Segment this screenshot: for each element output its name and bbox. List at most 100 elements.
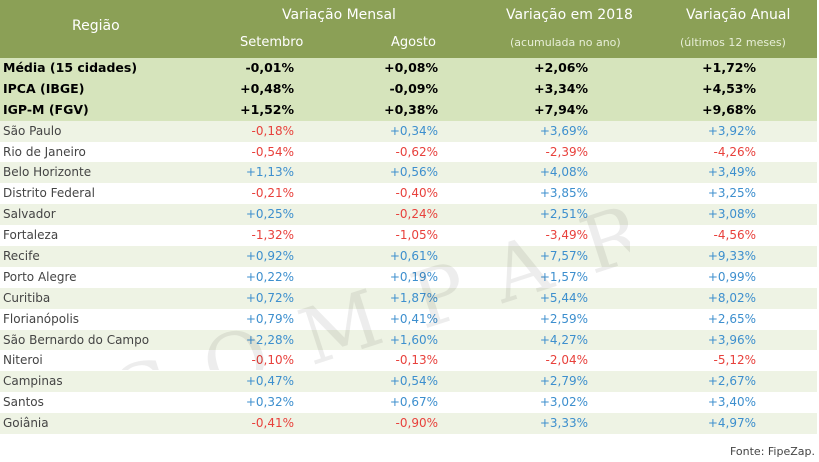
- anual-value: +2,65%: [707, 311, 756, 326]
- table-row: Florianópolis +0,79% +0,41% +2,59% +2,65%: [0, 308, 817, 330]
- region-name: Média (15 cidades): [3, 60, 138, 75]
- anual-value: -4,56%: [713, 228, 756, 243]
- ano-2018-value: -3,49%: [545, 228, 588, 243]
- table-row: São Bernardo do Campo +2,28% +1,60% +4,27% +…: [0, 329, 817, 351]
- table-row: Belo Horizonte +1,13% +0,56% +4,08% +3,49%: [0, 162, 817, 184]
- table-row: Curitiba +0,72% +1,87% +5,44% +8,02%: [0, 287, 817, 309]
- region-name: Distrito Federal: [3, 186, 95, 201]
- ano-2018-value: +4,08%: [539, 165, 588, 180]
- ano-2018-value: +1,57%: [539, 269, 588, 284]
- region-name: Florianópolis: [3, 311, 80, 326]
- header-ultimos-12-meses: (últimos 12 meses): [680, 36, 786, 49]
- header-variacao-2018: Variação em 2018: [506, 7, 633, 23]
- table-row: IPCA (IBGE) +0,48% -0,09% +3,34% +4,53%: [0, 78, 817, 100]
- ano-2018-value: +3,33%: [539, 416, 588, 431]
- region-name: Niteroi: [3, 353, 43, 368]
- agosto-value: -0,24%: [395, 207, 438, 222]
- ano-2018-value: +2,59%: [539, 311, 588, 326]
- header-agosto: Agosto: [391, 35, 436, 50]
- region-name: Recife: [3, 249, 40, 264]
- table-row: Campinas +0,47% +0,54% +2,79% +2,67%: [0, 371, 817, 393]
- agosto-value: +1,87%: [389, 290, 438, 305]
- table-header: Região Variação Mensal Setembro Agosto V…: [0, 0, 817, 58]
- region-name: Santos: [3, 395, 44, 410]
- anual-value: +3,49%: [707, 165, 756, 180]
- setembro-value: -0,54%: [251, 144, 294, 159]
- table-row: Rio de Janeiro -0,54% -0,62% -2,39% -4,26%: [0, 141, 817, 163]
- setembro-value: +0,25%: [245, 207, 294, 222]
- header-acumulada-no-ano: (acumulada no ano): [510, 36, 621, 49]
- header-variacao-mensal: Variação Mensal: [282, 7, 396, 23]
- setembro-value: -0,10%: [251, 353, 294, 368]
- anual-value: +3,96%: [707, 332, 756, 347]
- agosto-value: +0,08%: [384, 60, 438, 75]
- region-name: Curitiba: [3, 290, 51, 305]
- agosto-value: +0,38%: [384, 101, 438, 117]
- table-row: Fortaleza -1,32% -1,05% -3,49% -4,56%: [0, 225, 817, 247]
- anual-value: +9,68%: [702, 101, 756, 117]
- header-variacao-anual: Variação Anual: [686, 7, 791, 23]
- ano-2018-value: +2,51%: [539, 207, 588, 222]
- agosto-value: +0,41%: [389, 311, 438, 326]
- price-variation-table: Região Variação Mensal Setembro Agosto V…: [0, 0, 817, 435]
- ano-2018-value: +2,79%: [539, 374, 588, 389]
- table-row: Recife +0,92% +0,61% +7,57% +9,33%: [0, 246, 817, 267]
- header-setembro: Setembro: [240, 35, 304, 50]
- source-note: Fonte: FipeZap.: [729, 445, 815, 458]
- agosto-value: +0,56%: [389, 165, 438, 180]
- ano-2018-value: -2,39%: [545, 144, 588, 159]
- setembro-value: +1,13%: [245, 165, 294, 180]
- agosto-value: +0,34%: [389, 123, 438, 138]
- anual-value: +0,99%: [707, 269, 756, 284]
- setembro-value: +1,52%: [240, 101, 294, 117]
- setembro-value: -0,18%: [251, 123, 294, 138]
- region-name: Salvador: [3, 207, 56, 222]
- table-row: Santos +0,32% +0,67% +3,02% +3,40%: [0, 392, 817, 414]
- table-row: Distrito Federal -0,21% -0,40% +3,85% +3,25%: [0, 183, 817, 205]
- setembro-value: +0,32%: [245, 395, 294, 410]
- anual-value: +3,25%: [707, 186, 756, 201]
- region-name: IPCA (IBGE): [3, 80, 85, 96]
- region-name: Belo Horizonte: [3, 165, 92, 180]
- table-row: Goiânia -0,41% -0,90% +3,33% +4,97%: [0, 413, 817, 435]
- header-regiao: Região: [72, 18, 120, 34]
- agosto-value: +0,54%: [389, 374, 438, 389]
- agosto-value: -0,40%: [395, 186, 438, 201]
- agosto-value: +0,19%: [389, 269, 438, 284]
- region-name: IGP-M (FGV): [3, 101, 89, 117]
- agosto-value: -0,09%: [389, 80, 438, 96]
- setembro-value: +2,28%: [245, 332, 294, 347]
- setembro-value: +0,47%: [245, 374, 294, 389]
- setembro-value: +0,22%: [245, 269, 294, 284]
- table-row: Porto Alegre +0,22% +0,19% +1,57% +0,99%: [0, 266, 817, 288]
- agosto-value: -0,13%: [395, 353, 438, 368]
- setembro-value: -0,21%: [251, 186, 294, 201]
- region-name: Goiânia: [3, 416, 49, 431]
- region-name: Porto Alegre: [3, 269, 77, 284]
- agosto-value: -0,62%: [395, 144, 438, 159]
- region-name: Rio de Janeiro: [3, 144, 86, 159]
- anual-value: +3,08%: [707, 207, 756, 222]
- setembro-value: -1,32%: [251, 228, 294, 243]
- ano-2018-value: +7,57%: [539, 249, 588, 264]
- anual-value: +9,33%: [707, 249, 756, 264]
- anual-value: +8,02%: [707, 290, 756, 305]
- anual-value: -5,12%: [713, 353, 756, 368]
- table-row: Salvador +0,25% -0,24% +2,51% +3,08%: [0, 204, 817, 226]
- anual-value: +4,97%: [707, 416, 756, 431]
- ano-2018-value: +5,44%: [539, 290, 588, 305]
- table-row: IGP-M (FGV) +1,52% +0,38% +7,94% +9,68%: [0, 99, 817, 121]
- anual-value: +3,40%: [707, 395, 756, 410]
- agosto-value: +0,61%: [389, 249, 438, 264]
- agosto-value: -0,90%: [395, 416, 438, 431]
- ano-2018-value: -2,04%: [545, 353, 588, 368]
- anual-value: +1,72%: [702, 60, 756, 75]
- setembro-value: +0,72%: [245, 290, 294, 305]
- agosto-value: +0,67%: [389, 395, 438, 410]
- ano-2018-value: +3,02%: [539, 395, 588, 410]
- anual-value: +3,92%: [707, 123, 756, 138]
- ano-2018-value: +7,94%: [534, 101, 588, 117]
- agosto-value: +1,60%: [389, 332, 438, 347]
- anual-value: -4,26%: [713, 144, 756, 159]
- ano-2018-value: +4,27%: [539, 332, 588, 347]
